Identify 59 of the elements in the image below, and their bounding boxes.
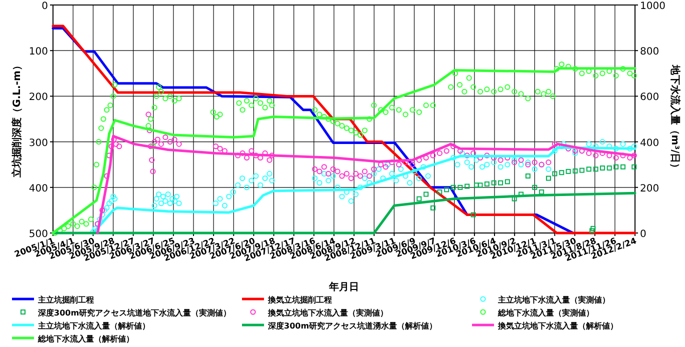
- point: [444, 187, 450, 192]
- y2-axis-title: 地下水流入量（m³/日）: [669, 64, 681, 174]
- y-tick-label: 200: [28, 92, 48, 104]
- y2-tick-label: 400: [640, 138, 660, 149]
- point: [450, 184, 456, 190]
- point: [437, 189, 442, 194]
- legend-label: 深度300m研究アクセス坑道湧水量（解析値）: [267, 320, 438, 330]
- point: [464, 184, 470, 189]
- point: [559, 170, 564, 176]
- point: [532, 184, 538, 190]
- y2-tick-label: 800: [640, 46, 660, 58]
- point: [478, 182, 483, 188]
- y-tick-label: 400: [28, 183, 48, 194]
- point: [491, 180, 496, 186]
- point: [600, 166, 605, 171]
- point: [546, 176, 551, 181]
- point: [504, 179, 510, 184]
- point: [525, 174, 530, 178]
- point: [539, 189, 544, 194]
- legend-label: 総地下水流入量（解析値）: [37, 334, 134, 344]
- point: [416, 196, 422, 202]
- legend-label: 総地下水流入量（実測値）: [497, 308, 594, 318]
- y-tick-label: 300: [28, 138, 48, 149]
- point: [458, 184, 463, 190]
- y2-tick-label: 600: [640, 92, 660, 104]
- point: [620, 164, 626, 170]
- y-tick-label: 100: [28, 46, 48, 58]
- point: [474, 182, 479, 188]
- point: [586, 166, 592, 172]
- legend-label: 換気立坑掘削工程: [267, 294, 332, 304]
- legend-label: 換気立坑地下水流入量（実測値）: [267, 308, 388, 318]
- x-axis-title: 年月日: [328, 281, 359, 293]
- y-tick-label: 500: [28, 229, 48, 240]
- line-series: [52, 192, 636, 234]
- y2-tick-label: 0: [640, 229, 646, 240]
- point: [424, 192, 429, 197]
- legend-label: 主立坑地下水流入量（実測値）: [497, 294, 610, 304]
- legend-label: 主立坑地下水流入量（解析値）: [37, 320, 150, 330]
- point: [589, 228, 594, 234]
- point: [614, 164, 619, 170]
- point: [593, 166, 598, 172]
- point: [606, 166, 612, 171]
- legend-label: 主立坑掘削工程: [37, 294, 94, 304]
- point: [498, 180, 504, 186]
- y-tick-label: 0: [42, 1, 48, 12]
- legend-label: 深度300m研究アクセス坑道地下水流入量（実測値）: [37, 308, 232, 318]
- point: [632, 164, 637, 170]
- y-axis-title: 立坑掘削深度（G.L.-m）: [11, 60, 23, 178]
- point: [484, 181, 490, 186]
- point: [572, 168, 578, 174]
- point: [430, 205, 436, 210]
- point: [590, 226, 596, 231]
- y2-tick-label: 200: [640, 183, 660, 194]
- point: [470, 212, 476, 218]
- y2-tick-label: 1000: [640, 1, 666, 12]
- point: [552, 171, 558, 176]
- point: [579, 168, 584, 173]
- legend-label: 換気立坑地下水流入量（解析値）: [497, 320, 618, 330]
- point: [566, 168, 571, 174]
